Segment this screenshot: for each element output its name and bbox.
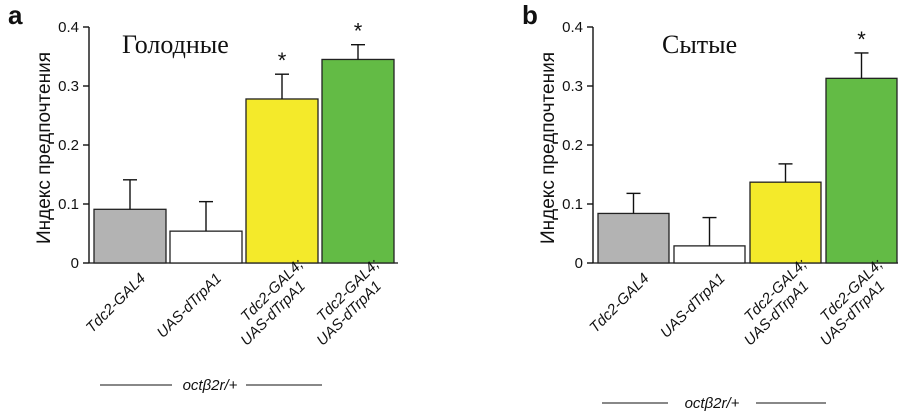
panel-a-category-label-3: Tdc2-GAL4;UAS-dTrpA1 [225,256,318,349]
panel-b-title: Сытые [662,30,737,59]
panel-b-y-tick-label: 0.4 [562,19,583,36]
panel-a-category-label-line: Tdc2-GAL4 [83,270,149,336]
panel-a-y-tick-label: 0 [71,255,79,272]
panel-a-plot: 0 0.1 0.2 0.3 0.4 Tdc2-GAL4 UAS-dTrpA1 * Tdc2-GA… [58,19,398,349]
panel-a-y-tick-label: 0.4 [58,19,79,36]
panel-b-y-tick-label: 0.3 [562,78,583,95]
panel-b-y-tick-label: 0.2 [562,137,583,154]
panel-a-title: Голодные [122,30,229,59]
panel-b: b Сытые Индекс предпочтения 0 0.1 0.2 0.3 0.… [522,0,898,412]
panel-a-letter: a [8,0,23,30]
panel-b-y-axis-label: Индекс предпочтения [538,52,559,244]
panel-b-bar-2 [673,245,746,264]
panel-a-bar-4 [321,58,395,264]
panel-a-y-tick-label: 0.1 [58,196,79,213]
panel-a-genotype-bracket: octβ2r/+ [100,377,322,394]
panel-b-bar-1 [597,212,670,264]
panel-a-y-tick-label: 0.2 [58,137,79,154]
panel-b-category-label-2: UAS-dTrpA1 [657,270,728,341]
panel-a-y-tick-label: 0.3 [58,78,79,95]
panel-a-category-label-line: UAS-dTrpA1 [154,270,225,341]
panel-b-bar-4 [825,77,898,264]
panel-a-bar-2 [169,230,243,264]
panel-b-y-tick-label: 0.1 [562,196,583,213]
panel-b-category-label-3: Tdc2-GAL4;UAS-dTrpA1 [729,256,822,349]
panel-b-category-label-1: Tdc2-GAL4 [586,270,652,336]
panel-a-significance-4: * [354,19,363,44]
panel-b-genotype-label: octβ2r/+ [685,395,740,412]
panel-b-letter: b [522,0,538,30]
panel-a-category-label-1: Tdc2-GAL4 [83,270,149,336]
panel-b-significance-4: * [857,27,866,52]
panel-b-category-label-line: Tdc2-GAL4 [586,270,652,336]
panel-b-category-label-line: UAS-dTrpA1 [657,270,728,341]
panel-a-genotype-label: octβ2r/+ [183,377,238,394]
panel-b-y-tick-label: 0 [575,255,583,272]
panel-a-bar-3 [245,98,319,264]
panel-a: a Голодные Индекс предпочтения 0 0.1 0.2 0.… [8,0,398,394]
panel-a-category-label-2: UAS-dTrpA1 [154,270,225,341]
panel-a-bar-1 [93,208,167,264]
panel-b-category-label-4: Tdc2-GAL4;UAS-dTrpA1 [805,256,898,349]
panel-a-y-axis-label: Индекс предпочтения [34,52,55,244]
panel-b-bar-3 [749,181,822,264]
panel-b-genotype-bracket: octβ2r/+ [602,395,826,412]
panel-a-significance-3: * [278,48,287,73]
panel-a-category-label-4: Tdc2-GAL4;UAS-dTrpA1 [301,256,394,349]
